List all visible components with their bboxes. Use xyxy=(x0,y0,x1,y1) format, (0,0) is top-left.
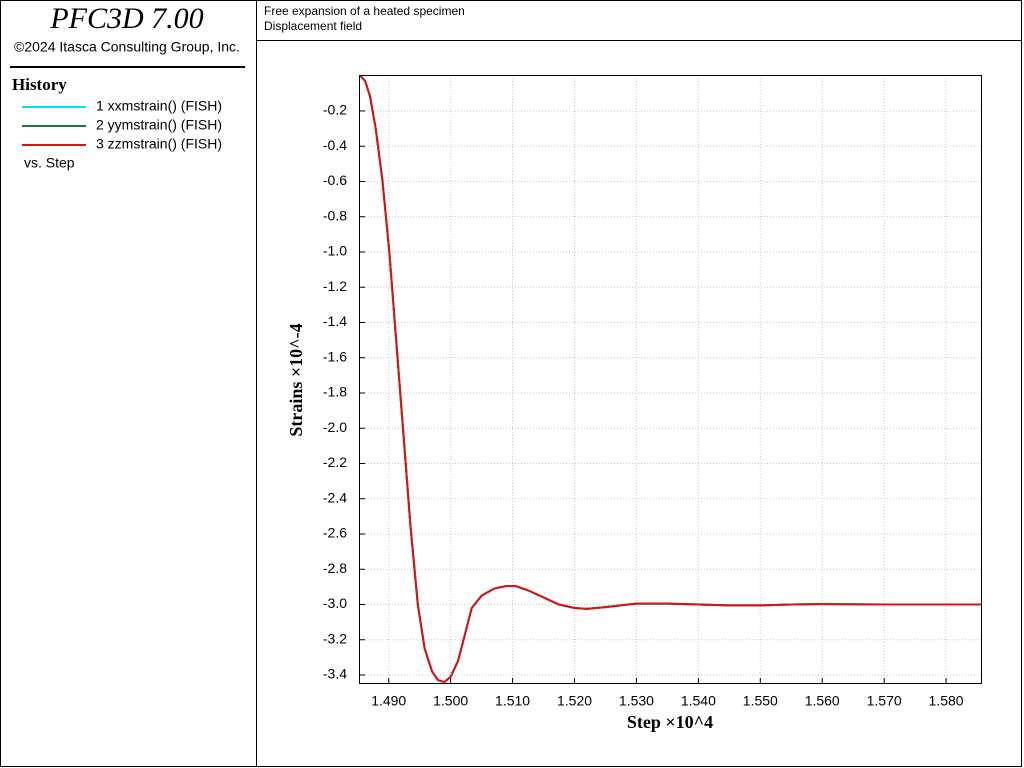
y-tick-label: -2.0 xyxy=(323,419,347,435)
y-tick-label: -2.4 xyxy=(323,489,347,505)
x-tick-label: 1.520 xyxy=(557,693,592,709)
header-box xyxy=(256,0,1022,41)
x-tick-label: 1.490 xyxy=(371,693,406,709)
copyright: ©2024 Itasca Consulting Group, Inc. xyxy=(14,39,240,55)
y-tick-label: -1.0 xyxy=(323,243,347,259)
legend-label: 1 xxmstrain() (FISH) xyxy=(96,98,222,114)
side-panel xyxy=(0,0,257,767)
x-tick-label: 1.530 xyxy=(619,693,654,709)
y-tick-label: -0.6 xyxy=(323,172,347,188)
app-title: PFC3D 7.00 xyxy=(49,2,203,35)
y-tick-label: -0.8 xyxy=(323,207,347,223)
y-tick-label: -3.2 xyxy=(323,630,347,646)
y-axis-title: Strains ×10^-4 xyxy=(286,323,306,436)
y-tick-label: -1.4 xyxy=(323,313,347,329)
y-tick-label: -1.8 xyxy=(323,384,347,400)
x-tick-label: 1.560 xyxy=(805,693,840,709)
y-tick-label: -2.2 xyxy=(323,454,347,470)
header-line: Free expansion of a heated specimen xyxy=(264,4,465,18)
plot-area xyxy=(359,75,982,684)
x-tick-label: 1.500 xyxy=(433,693,468,709)
x-axis-title: Step ×10^4 xyxy=(627,712,713,732)
x-tick-label: 1.510 xyxy=(495,693,530,709)
series-line xyxy=(359,75,982,684)
legend-label: 3 zzmstrain() (FISH) xyxy=(96,136,222,152)
plot-frame xyxy=(359,75,982,684)
y-tick-label: -0.4 xyxy=(323,137,347,153)
y-tick-label: -2.6 xyxy=(323,525,347,541)
x-tick-label: 1.550 xyxy=(743,693,778,709)
vs-label: vs. Step xyxy=(24,155,75,171)
x-tick-label: 1.540 xyxy=(681,693,716,709)
y-tick-label: -1.6 xyxy=(323,348,347,364)
legend-title: History xyxy=(12,75,67,94)
legend-label: 2 yymstrain() (FISH) xyxy=(96,117,222,133)
y-tick-label: -2.8 xyxy=(323,560,347,576)
y-tick-label: -3.4 xyxy=(323,666,347,682)
y-tick-label: -3.0 xyxy=(323,595,347,611)
y-tick-label: -1.2 xyxy=(323,278,347,294)
x-tick-label: 1.580 xyxy=(929,693,964,709)
y-tick-label: -0.2 xyxy=(323,102,347,118)
x-tick-label: 1.570 xyxy=(867,693,902,709)
header-line: Displacement field xyxy=(264,19,362,33)
